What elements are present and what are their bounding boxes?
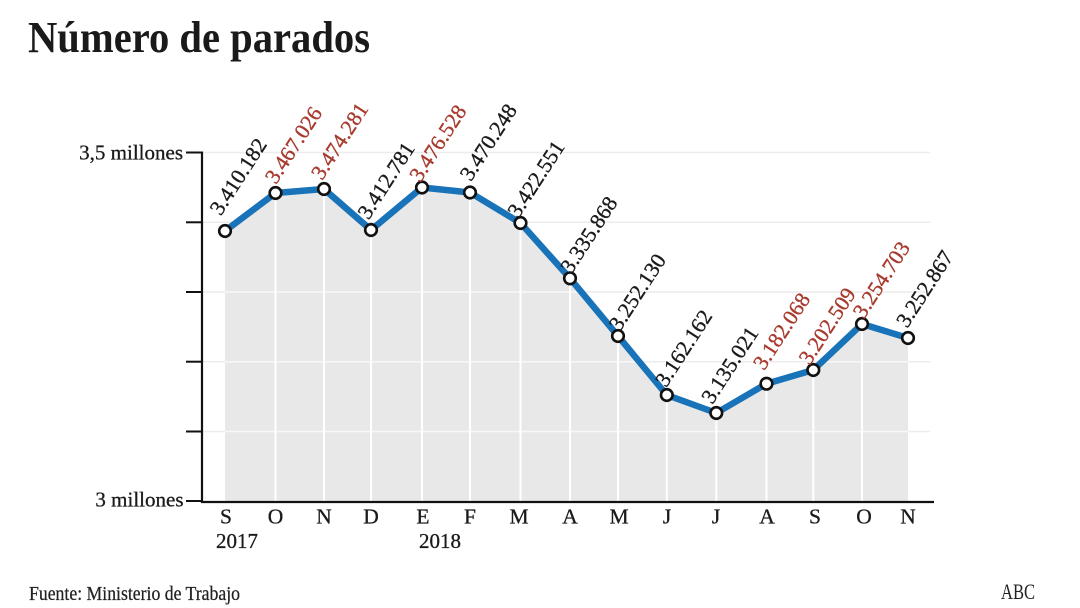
svg-text:N: N (900, 505, 916, 529)
svg-text:F: F (464, 505, 476, 529)
svg-text:J: J (663, 505, 671, 529)
svg-text:S: S (809, 505, 821, 529)
svg-text:Fuente: Ministerio de Trabajo: Fuente: Ministerio de Trabajo (29, 584, 240, 605)
svg-text:O: O (856, 505, 872, 529)
svg-text:A: A (562, 505, 578, 529)
svg-text:2017: 2017 (216, 529, 258, 553)
svg-text:A: A (759, 505, 775, 529)
svg-text:3,5 millones: 3,5 millones (79, 141, 183, 165)
svg-text:M: M (609, 505, 628, 529)
svg-text:M: M (509, 505, 528, 529)
svg-text:J: J (712, 505, 720, 529)
svg-text:D: D (363, 505, 379, 529)
svg-text:E: E (416, 505, 429, 529)
svg-text:Número de parados: Número de parados (28, 13, 370, 62)
svg-text:O: O (268, 505, 284, 529)
svg-text:2018: 2018 (419, 529, 461, 553)
svg-text:ABC: ABC (1001, 579, 1035, 604)
svg-text:3 millones: 3 millones (95, 488, 183, 512)
svg-text:N: N (316, 505, 332, 529)
svg-text:S: S (220, 505, 232, 529)
